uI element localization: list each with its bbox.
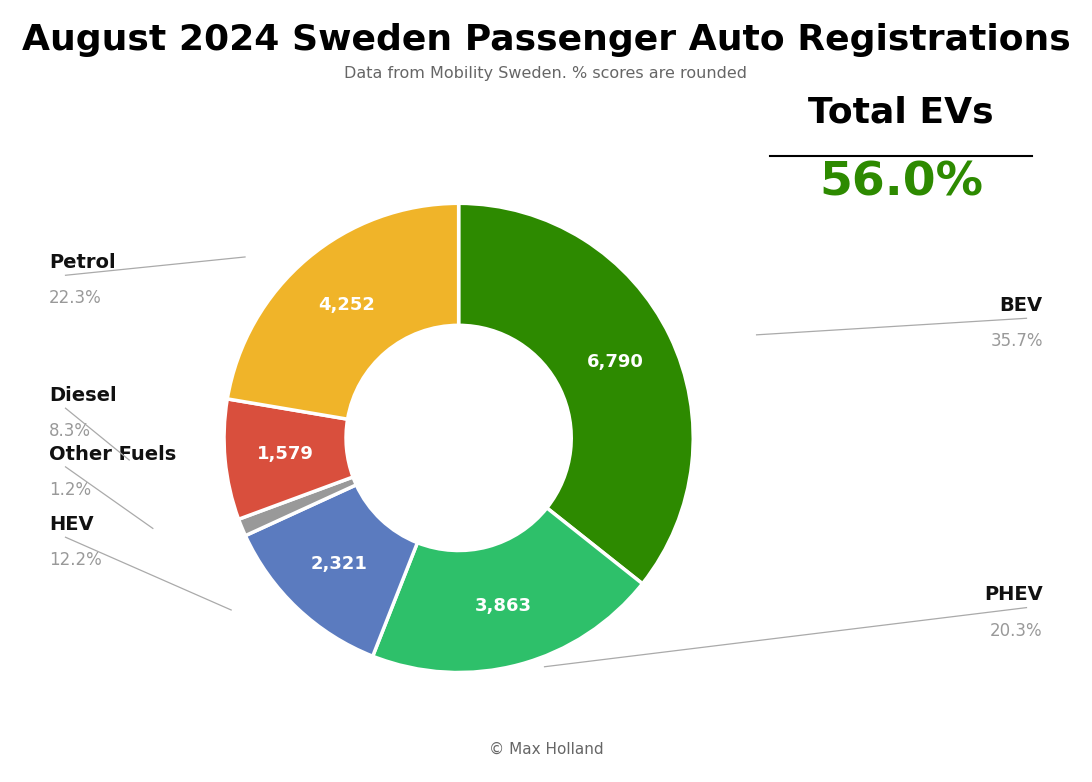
Text: 2,321: 2,321 (311, 555, 368, 573)
Text: Total EVs: Total EVs (808, 95, 994, 129)
Text: 6,790: 6,790 (586, 353, 643, 371)
Text: Other Fuels: Other Fuels (49, 445, 177, 464)
Text: 56.0%: 56.0% (819, 160, 983, 206)
Text: Data from Mobility Sweden. % scores are rounded: Data from Mobility Sweden. % scores are … (344, 66, 748, 81)
Text: 22.3%: 22.3% (49, 289, 102, 307)
Wedge shape (227, 203, 459, 419)
Wedge shape (372, 508, 642, 673)
Text: August 2024 Sweden Passenger Auto Registrations: August 2024 Sweden Passenger Auto Regist… (22, 23, 1070, 57)
Wedge shape (246, 485, 417, 656)
Text: HEV: HEV (49, 515, 94, 534)
Text: 1.2%: 1.2% (49, 481, 92, 499)
Text: © Max Holland: © Max Holland (489, 742, 603, 757)
Text: BEV: BEV (1000, 296, 1043, 315)
Wedge shape (224, 399, 353, 519)
Text: 8.3%: 8.3% (49, 422, 91, 440)
Text: Petrol: Petrol (49, 253, 116, 272)
Text: 4,252: 4,252 (318, 296, 375, 314)
Text: 35.7%: 35.7% (990, 332, 1043, 350)
Wedge shape (238, 477, 356, 536)
Text: 3,863: 3,863 (475, 597, 532, 615)
Text: 20.3%: 20.3% (990, 622, 1043, 640)
Text: 1,579: 1,579 (258, 445, 314, 463)
Text: PHEV: PHEV (984, 586, 1043, 604)
Text: 12.2%: 12.2% (49, 551, 102, 569)
Wedge shape (459, 203, 693, 583)
Text: Diesel: Diesel (49, 386, 117, 405)
